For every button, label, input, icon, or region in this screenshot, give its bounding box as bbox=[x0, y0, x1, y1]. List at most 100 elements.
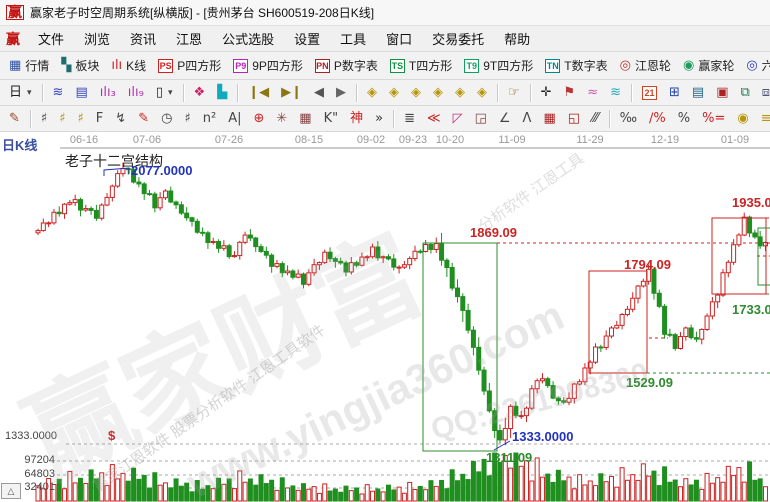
chip-distribution-button[interactable]: ❖ bbox=[188, 83, 212, 103]
zigzag-line-button[interactable]: Λ bbox=[517, 109, 538, 129]
p-square-icon: PS bbox=[158, 58, 174, 73]
first-page-button[interactable]: ❙◀ bbox=[242, 83, 275, 103]
t9-square-icon: T9 bbox=[464, 58, 480, 73]
memo-icon: ▤ bbox=[691, 84, 705, 100]
wave-tool-icon: ≋ bbox=[610, 84, 621, 100]
menu-window[interactable]: 窗口 bbox=[386, 32, 413, 47]
bar-grid-button[interactable]: ♯ bbox=[178, 109, 196, 129]
menu-tools[interactable]: 工具 bbox=[340, 32, 367, 47]
percent-cut-button[interactable]: ∕% bbox=[643, 109, 672, 129]
scroll-up-button[interactable]: △ bbox=[1, 483, 21, 499]
period-day-button[interactable]: 日 ▾ bbox=[3, 83, 38, 103]
price-grid-button[interactable]: ▦ bbox=[537, 109, 561, 129]
diamond-left-button[interactable]: ◈ bbox=[361, 83, 383, 103]
red-brush-button[interactable]: ✎ bbox=[132, 109, 155, 129]
hand-drag-button[interactable]: ☞ bbox=[502, 83, 526, 103]
percent-levels-button[interactable]: %= bbox=[696, 109, 731, 129]
kline-chart-area[interactable]: 日K线 老子十二宫结构 △ 06-16 07-06 07-26 08-15 09-02 0… bbox=[0, 132, 770, 502]
quote-table-button[interactable]: ▦ 行情 bbox=[3, 54, 55, 77]
menu-formula-stock-pick[interactable]: 公式选股 bbox=[222, 32, 275, 47]
t-square-button[interactable]: TS T四方形 bbox=[384, 54, 458, 77]
circle-target-button[interactable]: ⊕ bbox=[247, 109, 270, 129]
info-doc-button[interactable]: ▤ bbox=[69, 83, 93, 103]
level-1935-label: 1935.0 bbox=[732, 195, 770, 210]
beam-tool-button[interactable]: ≣ bbox=[398, 109, 421, 129]
menu-help[interactable]: 帮助 bbox=[504, 32, 531, 47]
hexagon-wheel-button[interactable]: ◎六 bbox=[740, 54, 770, 77]
next-page-button[interactable]: ▶ bbox=[330, 83, 352, 103]
p-square-button[interactable]: PS P四方形 bbox=[152, 54, 227, 77]
winner-wheel-button[interactable]: ◉ 赢家轮 bbox=[677, 54, 740, 77]
gann-grid-button[interactable]: ♯ bbox=[35, 109, 53, 129]
menu-gann[interactable]: 江恩 bbox=[176, 32, 203, 47]
grid-9-chart-button[interactable]: ılı₉ bbox=[122, 83, 150, 103]
f-grid-button[interactable]: F bbox=[90, 109, 109, 129]
fan-lines-button[interactable]: ≪ bbox=[421, 109, 447, 129]
draw-brush-button[interactable]: ✎ bbox=[3, 109, 26, 129]
menu-trade-entrust[interactable]: 交易委托 bbox=[432, 32, 485, 47]
menu-file[interactable]: 文件 bbox=[38, 32, 65, 47]
p9-square-button[interactable]: P9 9P四方形 bbox=[227, 54, 309, 77]
diamond-right-button[interactable]: ◈ bbox=[383, 83, 405, 103]
kline-chart-canvas[interactable] bbox=[0, 132, 770, 502]
a-mirror-button[interactable]: A| bbox=[222, 109, 247, 129]
t-number-table-button[interactable]: TN T数字表 bbox=[539, 54, 613, 77]
flag-mark-button[interactable]: ⚑ bbox=[558, 83, 582, 103]
diamond-v-shrink-button[interactable]: ◈ bbox=[471, 83, 493, 103]
ratio-tool-button[interactable]: ‰ bbox=[614, 109, 643, 129]
memo-button[interactable]: ▤ bbox=[686, 83, 710, 103]
print-button[interactable]: ⧈ bbox=[756, 83, 770, 103]
candle-style-button[interactable]: ▯ ▾ bbox=[150, 83, 179, 103]
gold-grid-1-button[interactable]: ♯ bbox=[53, 109, 71, 129]
k-mark-button[interactable]: K" bbox=[318, 109, 345, 129]
gold-circle-button[interactable]: ◉ bbox=[731, 109, 754, 129]
prev-page-button[interactable]: ◀ bbox=[308, 83, 330, 103]
gold-levels-button[interactable]: ≡ bbox=[755, 109, 770, 129]
star-wheel-button[interactable]: ✳ bbox=[270, 109, 293, 129]
menu-settings[interactable]: 设置 bbox=[294, 32, 321, 47]
slash-lines-icon: ⁄⁄⁄ bbox=[592, 110, 599, 126]
more-chevron-button[interactable]: » bbox=[369, 109, 389, 129]
diamond-h-expand-button[interactable]: ◈ bbox=[405, 83, 427, 103]
grid-3-chart-button[interactable]: ılı₃ bbox=[94, 83, 122, 103]
gold-grid-2-button[interactable]: ♯ bbox=[72, 109, 90, 129]
calendar-button[interactable]: 21 bbox=[636, 83, 663, 103]
grid-arrow-button[interactable]: ◱ bbox=[562, 109, 586, 129]
fan-box-button[interactable]: ◸ bbox=[447, 109, 469, 129]
p-number-table-button[interactable]: PN P数字表 bbox=[309, 54, 384, 77]
trend-wave-button[interactable]: ≋ bbox=[47, 83, 70, 103]
period-label: 日K线 bbox=[2, 138, 38, 153]
shen-grid-button[interactable]: 神 bbox=[344, 109, 369, 129]
menu-news[interactable]: 资讯 bbox=[130, 32, 157, 47]
crosshair-button[interactable]: ✛ bbox=[535, 83, 558, 103]
t-number-table-label: T数字表 bbox=[564, 59, 608, 73]
save-button[interactable]: ▣ bbox=[710, 83, 734, 103]
last-page-button[interactable]: ▶❙ bbox=[275, 83, 308, 103]
toolbar-separator bbox=[355, 83, 357, 102]
band-tool-button[interactable]: ≈ bbox=[581, 83, 604, 103]
volume-by-price-button[interactable]: ▙ bbox=[211, 83, 233, 103]
n-square-button[interactable]: n² bbox=[197, 109, 222, 129]
fan-shade-button[interactable]: ◲ bbox=[469, 109, 493, 129]
diamond-h-shrink-button[interactable]: ◈ bbox=[427, 83, 449, 103]
t9-square-button[interactable]: T9 9T四方形 bbox=[458, 54, 539, 77]
clock-grid-button[interactable]: ◷ bbox=[155, 109, 178, 129]
kline-label: K线 bbox=[126, 59, 147, 73]
percent-button[interactable]: % bbox=[672, 109, 696, 129]
circle-target-icon: ⊕ bbox=[253, 110, 265, 126]
kline-button[interactable]: ılı K线 bbox=[105, 54, 152, 77]
box-wheel-button[interactable]: ▦ bbox=[293, 109, 317, 129]
sector-board-button[interactable]: ▚ 板块 bbox=[55, 54, 105, 77]
date-tick-08-15: 08-15 bbox=[294, 134, 324, 146]
calculator-button[interactable]: ⊞ bbox=[663, 83, 686, 103]
bow-grid-button[interactable]: ↯ bbox=[109, 109, 132, 129]
menu-browse[interactable]: 浏览 bbox=[84, 32, 111, 47]
date-tick-06-16: 06-16 bbox=[69, 134, 99, 146]
slash-lines-button[interactable]: ⁄⁄⁄ bbox=[586, 109, 605, 129]
copy-chart-button[interactable]: ⧉ bbox=[735, 83, 756, 103]
angle-lines-button[interactable]: ∠ bbox=[493, 109, 517, 129]
wave-tool-button[interactable]: ≋ bbox=[604, 83, 627, 103]
gann-wheel-button[interactable]: ◎ 江恩轮 bbox=[614, 54, 677, 77]
diamond-v-expand-button[interactable]: ◈ bbox=[449, 83, 471, 103]
